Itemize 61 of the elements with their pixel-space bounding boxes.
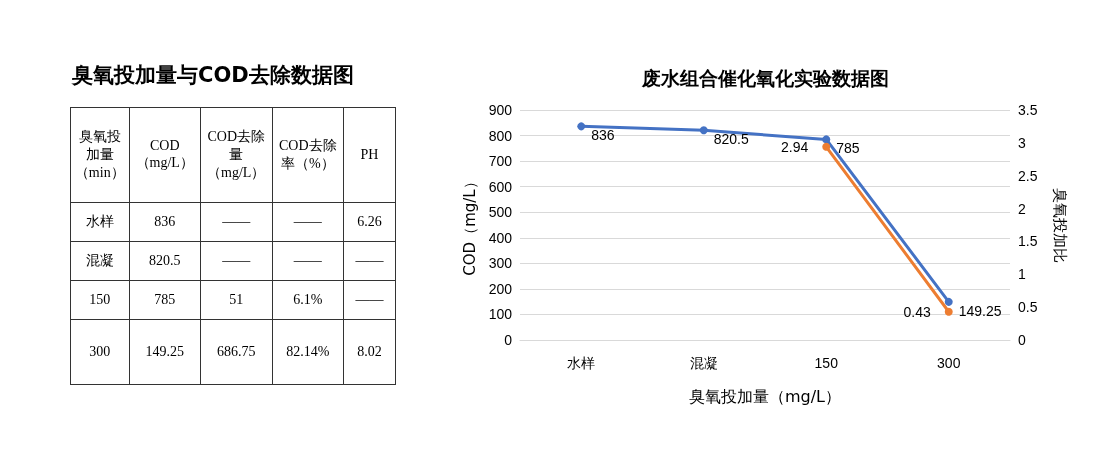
- y-tick-label: 0: [504, 332, 513, 348]
- text: ——: [272, 202, 344, 242]
- point: [944, 297, 953, 306]
- data-label: 2.94: [781, 138, 809, 155]
- y2-tick-label: 3: [1018, 134, 1026, 151]
- y-tick-label: 900: [488, 102, 513, 118]
- y2-tick-label: 2: [1018, 200, 1026, 217]
- text: 6.1%: [272, 280, 344, 320]
- text: COD去除率（%）: [272, 107, 344, 203]
- text: 686.75: [200, 319, 272, 385]
- text: 836: [129, 202, 201, 242]
- y-tick-label: 700: [488, 153, 513, 170]
- x-tick-label: 150: [814, 355, 839, 371]
- text: COD去除量（mg/L）: [200, 107, 272, 203]
- y-axis-title: COD（mg/L）: [461, 174, 480, 276]
- point: [577, 122, 586, 131]
- point: [699, 126, 708, 135]
- y-tick-label: 500: [488, 204, 513, 221]
- y2-tick-label: 0.5: [1018, 299, 1038, 316]
- text: ——: [200, 202, 272, 242]
- x-tick-label: 混凝: [689, 355, 718, 371]
- text: COD（mg/L）: [129, 107, 201, 203]
- y-tick-label: 600: [488, 178, 513, 195]
- text: 150: [70, 280, 129, 320]
- data-label: 0.43: [903, 303, 931, 320]
- text: 臭氧投加量（min）: [70, 107, 129, 203]
- y-tick-label: 200: [488, 280, 513, 297]
- data-label: 836: [591, 127, 615, 144]
- data-label: 149.25: [958, 302, 1002, 319]
- y2-tick-label: 1.5: [1018, 233, 1038, 250]
- text: 82.14%: [272, 319, 344, 385]
- y-tick-label: 400: [488, 229, 513, 246]
- text: 水样: [70, 202, 129, 242]
- y2-tick-label: 2.5: [1018, 167, 1038, 184]
- x-tick-label: 水样: [567, 355, 596, 371]
- y2-axis-title: 臭氧投加比: [1050, 187, 1069, 263]
- text: 785: [129, 280, 201, 320]
- text: 臭氧投加量与COD去除数据图: [72, 62, 355, 89]
- data-label: 785: [836, 140, 860, 157]
- text: ——: [343, 280, 396, 320]
- point: [822, 135, 831, 144]
- y2-tick-label: 1: [1018, 266, 1026, 283]
- y-tick-label: 300: [488, 255, 513, 272]
- chart-title: 废水组合催化氧化实验数据图: [640, 66, 889, 89]
- text: 149.25: [129, 319, 201, 385]
- text: ——: [343, 241, 396, 281]
- text: 820.5: [129, 241, 201, 281]
- x-axis-title: 臭氧投加量（mg/L）: [688, 386, 842, 406]
- text: ——: [200, 241, 272, 281]
- text: 8.02: [343, 319, 396, 385]
- text: 混凝: [70, 241, 129, 281]
- text: 51: [200, 280, 272, 320]
- data-label: 820.5: [713, 131, 749, 148]
- text: PH: [343, 107, 396, 203]
- y-tick-label: 100: [488, 306, 513, 323]
- y2-tick-label: 3.5: [1018, 102, 1038, 118]
- x-tick-label: 300: [937, 355, 961, 371]
- y2-tick-label: 0: [1018, 332, 1026, 348]
- y-tick-label: 800: [488, 127, 513, 144]
- text: ——: [272, 241, 344, 281]
- text: 6.26: [343, 202, 396, 242]
